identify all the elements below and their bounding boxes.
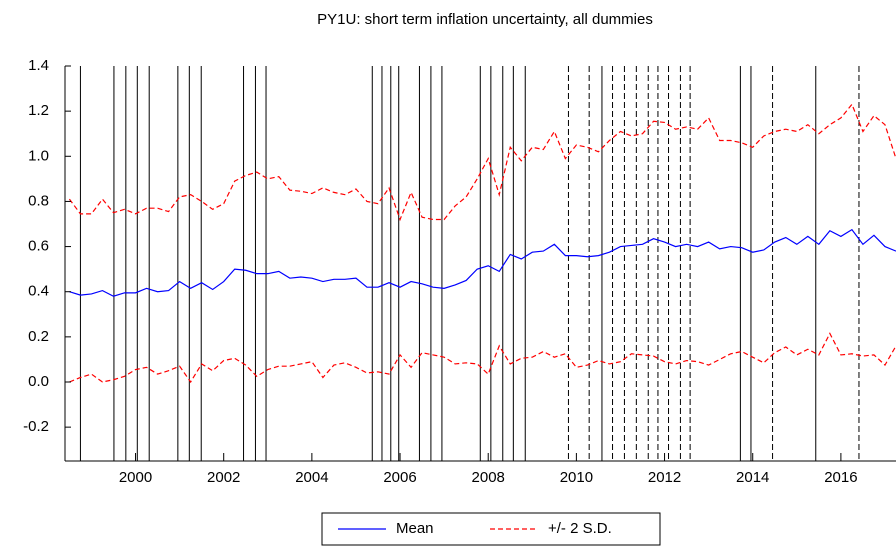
y-tick-label: 1.4 <box>28 57 49 74</box>
series-line <box>69 228 896 297</box>
x-tick-label: 2012 <box>648 469 681 486</box>
y-tick-label: 1.2 <box>28 102 49 119</box>
x-tick-label: 2010 <box>560 469 593 486</box>
y-tick-label: 0.0 <box>28 373 49 390</box>
x-tick-label: 2002 <box>207 469 240 486</box>
legend-label: Mean <box>396 520 434 537</box>
y-tick-label: 0.2 <box>28 328 49 345</box>
y-tick-label: 0.8 <box>28 192 49 209</box>
x-tick-label: 2000 <box>119 469 152 486</box>
x-tick-label: 2016 <box>824 469 857 486</box>
x-tick-label: 2014 <box>736 469 769 486</box>
chart-title: PY1U: short term inflation uncertainty, … <box>317 11 653 28</box>
series-line <box>69 332 896 384</box>
y-tick-label: 1.0 <box>28 147 49 164</box>
legend-label: +/- 2 S.D. <box>548 520 612 537</box>
x-tick-label: 2008 <box>472 469 505 486</box>
y-tick-label: 0.6 <box>28 238 49 255</box>
y-tick-label: -0.2 <box>23 418 49 435</box>
x-tick-label: 2006 <box>383 469 416 486</box>
plot-area <box>68 66 896 461</box>
x-tick-label: 2004 <box>295 469 328 486</box>
series-line <box>68 103 896 222</box>
y-tick-label: 0.4 <box>28 283 49 300</box>
